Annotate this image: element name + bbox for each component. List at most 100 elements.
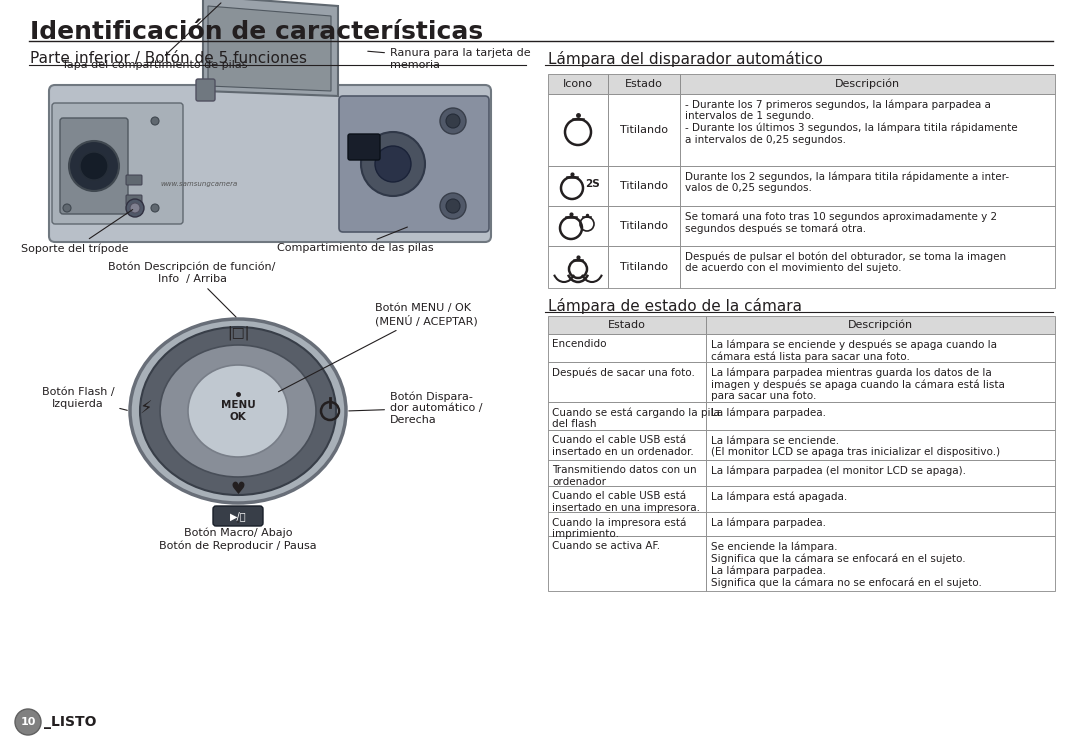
Ellipse shape — [188, 365, 288, 457]
Polygon shape — [203, 0, 338, 96]
Bar — [548, 486, 706, 512]
Text: ♥: ♥ — [230, 480, 245, 498]
FancyBboxPatch shape — [126, 195, 141, 205]
Text: ▶/⏸: ▶/⏸ — [230, 511, 246, 521]
Bar — [548, 206, 608, 246]
Bar — [680, 74, 1055, 94]
Text: Descripción: Descripción — [835, 79, 900, 90]
Text: Se enciende la lámpara.
Significa que la cámara se enfocará en el sujeto.
La lám: Se enciende la lámpara. Significa que la… — [711, 541, 982, 588]
Text: www.samsungcamera: www.samsungcamera — [160, 181, 238, 187]
Text: Compartimiento de las pilas: Compartimiento de las pilas — [276, 227, 433, 253]
Circle shape — [440, 193, 465, 219]
Circle shape — [361, 132, 426, 196]
Text: ⚡: ⚡ — [139, 400, 152, 418]
Circle shape — [126, 199, 144, 217]
Bar — [706, 512, 1055, 536]
Bar — [548, 74, 608, 94]
Text: Estado: Estado — [608, 320, 646, 330]
Text: Botón Macro/ Abajo
Botón de Reproducir / Pausa: Botón Macro/ Abajo Botón de Reproducir /… — [159, 521, 316, 551]
Text: Botón Descripción de función/
Info  / Arriba: Botón Descripción de función/ Info / Arr… — [108, 262, 275, 317]
Text: 10: 10 — [21, 717, 36, 727]
Bar — [548, 94, 608, 166]
Bar — [548, 460, 706, 486]
Text: Parte inferior / Botón de 5 funciones: Parte inferior / Botón de 5 funciones — [30, 51, 307, 66]
Text: Encendido: Encendido — [552, 339, 607, 349]
Bar — [706, 402, 1055, 430]
FancyBboxPatch shape — [52, 103, 183, 224]
Text: Botón MENU / OK
(MENÚ / ACEPTAR): Botón MENU / OK (MENÚ / ACEPTAR) — [279, 303, 477, 392]
Text: Titilando: Titilando — [620, 125, 669, 135]
FancyBboxPatch shape — [213, 506, 264, 526]
Bar — [548, 402, 706, 430]
Bar — [548, 316, 706, 334]
Text: Cuando la impresora está
imprimiento.: Cuando la impresora está imprimiento. — [552, 517, 687, 539]
Text: 2S: 2S — [585, 179, 599, 189]
Text: Cuando el cable USB está
insertado en un ordenador.: Cuando el cable USB está insertado en un… — [552, 435, 693, 457]
Bar — [548, 512, 706, 536]
Text: |□|: |□| — [227, 326, 249, 340]
Bar — [608, 166, 680, 206]
Text: Lámpara de estado de la cámara: Lámpara de estado de la cámara — [548, 298, 802, 314]
Bar — [548, 536, 706, 591]
Text: La lámpara parpadea.: La lámpara parpadea. — [711, 407, 826, 418]
Text: Estado: Estado — [625, 79, 663, 89]
FancyBboxPatch shape — [60, 118, 129, 214]
Text: - Durante los 7 primeros segundos, la lámpara parpadea a
intervalos de 1 segundo: - Durante los 7 primeros segundos, la lá… — [685, 99, 1017, 145]
Text: Durante los 2 segundos, la lámpara titila rápidamente a inter-
valos de 0,25 seg: Durante los 2 segundos, la lámpara titil… — [685, 171, 1009, 193]
Text: Cuando el cable USB está
insertado en una impresora.: Cuando el cable USB está insertado en un… — [552, 491, 700, 513]
Bar — [680, 94, 1055, 166]
Bar — [608, 246, 680, 288]
Text: MENU: MENU — [220, 400, 255, 410]
Text: La lámpara parpadea (el monitor LCD se apaga).: La lámpara parpadea (el monitor LCD se a… — [711, 465, 966, 475]
Text: Cuando se activa AF.: Cuando se activa AF. — [552, 541, 660, 551]
Text: Lámpara del disparador automático: Lámpara del disparador automático — [548, 51, 823, 67]
Text: Transmitiendo datos con un
ordenador: Transmitiendo datos con un ordenador — [552, 465, 697, 486]
Text: Botón Flash /
Izquierda: Botón Flash / Izquierda — [42, 387, 127, 410]
FancyBboxPatch shape — [339, 96, 489, 232]
Bar — [706, 460, 1055, 486]
Bar — [706, 486, 1055, 512]
Circle shape — [151, 204, 159, 212]
Ellipse shape — [130, 319, 346, 503]
Circle shape — [130, 203, 140, 213]
FancyBboxPatch shape — [348, 134, 380, 160]
Text: La lámpara se enciende y después se apaga cuando la
cámara está lista para sacar: La lámpara se enciende y después se apag… — [711, 339, 997, 362]
Text: Titilando: Titilando — [620, 262, 669, 272]
Bar — [706, 536, 1055, 591]
Bar — [608, 94, 680, 166]
Bar — [706, 316, 1055, 334]
FancyBboxPatch shape — [126, 175, 141, 185]
Text: La lámpara se enciende.
(El monitor LCD se apaga tras inicializar el dispositivo: La lámpara se enciende. (El monitor LCD … — [711, 435, 1000, 457]
Circle shape — [151, 117, 159, 125]
Text: Después de pulsar el botón del obturador, se toma la imagen
de acuerdo con el mo: Después de pulsar el botón del obturador… — [685, 251, 1007, 273]
Circle shape — [69, 141, 119, 191]
Ellipse shape — [140, 327, 336, 495]
Circle shape — [375, 146, 411, 182]
Text: Ranura para la tarjeta de
memoria: Ranura para la tarjeta de memoria — [368, 48, 530, 70]
Text: La lámpara parpadea.: La lámpara parpadea. — [711, 517, 826, 527]
Bar — [680, 246, 1055, 288]
Circle shape — [446, 199, 460, 213]
Text: Cuando se está cargando la pila
del flash: Cuando se está cargando la pila del flas… — [552, 407, 720, 429]
Circle shape — [63, 204, 71, 212]
Text: Titilando: Titilando — [620, 221, 669, 231]
Polygon shape — [208, 6, 330, 91]
Circle shape — [15, 709, 41, 735]
Circle shape — [80, 152, 108, 180]
Text: La lámpara parpadea mientras guarda los datos de la
imagen y después se apaga cu: La lámpara parpadea mientras guarda los … — [711, 367, 1004, 401]
Text: Soporte del trípode: Soporte del trípode — [22, 210, 133, 254]
Bar — [608, 74, 680, 94]
Circle shape — [446, 114, 460, 128]
Circle shape — [440, 108, 465, 134]
Text: Se tomará una foto tras 10 segundos aproximadamente y 2
segundos después se toma: Se tomará una foto tras 10 segundos apro… — [685, 211, 997, 233]
Bar — [706, 430, 1055, 460]
Text: Descripción: Descripción — [848, 320, 913, 330]
Bar — [608, 206, 680, 246]
Text: Botón Dispara-
dor automático /
Derecha: Botón Dispara- dor automático / Derecha — [349, 391, 483, 425]
Bar — [680, 166, 1055, 206]
Text: Identificación de características: Identificación de características — [30, 20, 483, 44]
Bar — [548, 334, 706, 362]
Bar — [706, 362, 1055, 402]
Ellipse shape — [160, 345, 316, 477]
Bar — [548, 166, 608, 206]
